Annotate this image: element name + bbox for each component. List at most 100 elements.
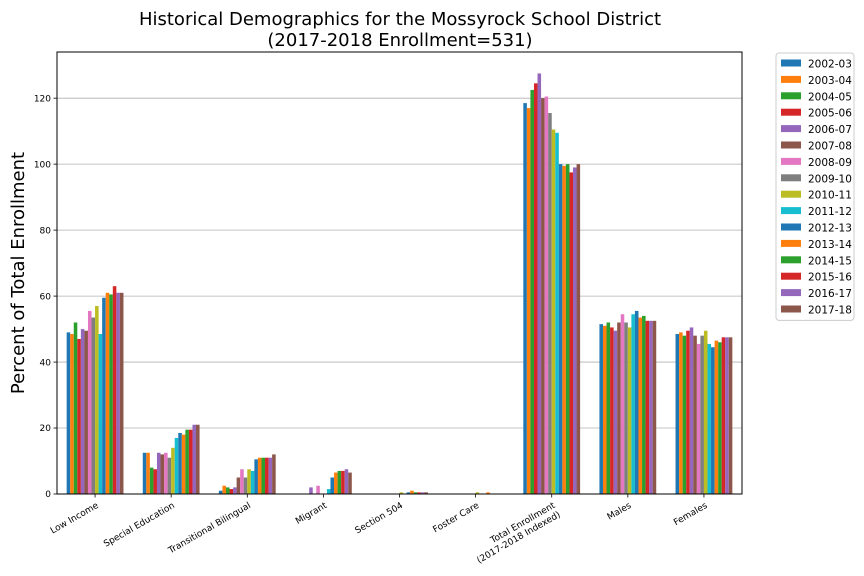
bar [102,297,106,494]
bar [250,470,255,494]
bar [725,337,729,494]
bar [225,487,230,494]
bar [229,489,234,494]
bar [156,452,161,494]
bar [696,343,701,494]
bar [551,129,556,494]
bar [98,334,103,494]
bar [196,424,200,494]
bar [537,73,542,494]
x-tick-label: Transitional Bilingual [166,501,253,557]
legend-label: 2010-11 [808,190,852,202]
bar [77,338,81,494]
y-tick-label: 120 [34,94,51,104]
bar [174,437,179,494]
bar [555,132,559,494]
bar [160,454,165,494]
bar [348,472,352,494]
legend-swatch [781,108,801,116]
bar [410,490,414,494]
bar [73,322,78,494]
bar [599,324,603,494]
legend-swatch [781,157,801,165]
bar [309,487,313,494]
bar [652,320,657,494]
legend-swatch [781,92,801,100]
legend-swatch [781,272,801,280]
bar [523,103,527,494]
bar [84,330,88,494]
bar [548,113,552,495]
bar [703,330,708,494]
bar [222,485,226,494]
bar [533,83,538,494]
bar [573,167,577,494]
bar [247,469,251,494]
bar [406,492,411,494]
bar [272,454,276,494]
bar [576,164,581,494]
bar [475,492,480,494]
bar [105,292,110,494]
bar [95,305,99,494]
bar [243,477,248,494]
x-ticks: Low Income Special EducationTransitional … [49,494,710,566]
chart-subtitle: (2017-2018 Enrollment=531) [267,30,532,51]
legend-label: 2002-03 [808,59,852,71]
legend-swatch [781,256,801,264]
legend-swatch [781,223,801,231]
legend-swatch [781,174,801,182]
legend-swatch [781,239,801,247]
bar [326,489,331,494]
x-tick-label: Foster Care [431,501,481,536]
bar [146,452,150,494]
bar [254,459,258,494]
bar [714,340,719,494]
bar [181,434,186,494]
bar [192,424,197,494]
bar [334,472,338,494]
bar [565,164,570,494]
bar [261,457,266,494]
bar [558,164,563,494]
bar [718,342,722,494]
bar [66,332,71,494]
x-tick-label: Females [672,501,710,528]
legend-swatch [781,289,801,297]
bar [149,467,154,494]
bar [486,492,490,494]
x-tick-label: Special Education [102,501,176,550]
bar [257,457,262,494]
bar [624,322,628,494]
legend-label: 2014-15 [808,255,852,267]
bar [185,429,189,494]
y-tick-label: 80 [40,226,52,236]
bar [119,292,124,494]
bar [424,492,428,494]
legend-label: 2015-16 [808,272,852,284]
legend-label: 2005-06 [808,108,852,120]
bar [569,172,574,494]
bar [420,492,425,494]
bar [316,485,320,494]
legend-label: 2013-14 [808,239,852,251]
legend-swatch [781,125,801,133]
legend-label: 2011-12 [808,206,852,218]
y-tick-label: 20 [40,424,52,434]
bar [627,327,632,494]
bar [109,294,113,494]
bar [188,429,193,494]
bar [530,89,534,495]
legend-label: 2008-09 [808,157,852,169]
bar [707,343,712,494]
bar [602,325,607,494]
bar [218,490,223,494]
bar [80,329,85,494]
legend: 2002-03 2003-04 2004-05 2005-06 2006-07 2007-… [775,52,855,321]
bar [265,457,269,494]
bar [613,330,618,494]
bar [526,108,531,494]
bar [721,337,726,494]
bar [91,317,96,494]
bar [330,477,335,494]
